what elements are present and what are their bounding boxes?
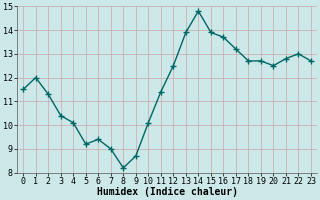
X-axis label: Humidex (Indice chaleur): Humidex (Indice chaleur) (97, 187, 237, 197)
